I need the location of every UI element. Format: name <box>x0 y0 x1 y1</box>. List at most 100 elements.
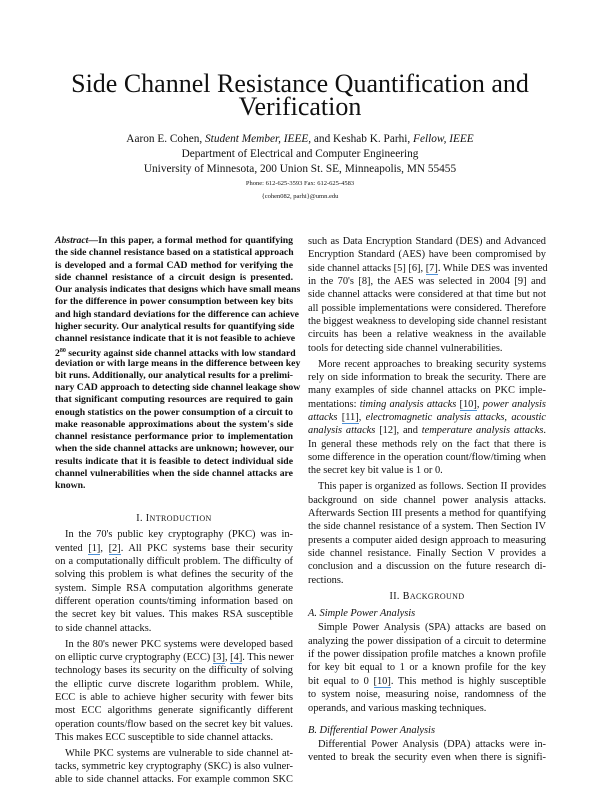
text-line: Our analysis indicates that designs whic… <box>55 284 301 295</box>
text-segment: , <box>476 398 483 410</box>
text-segment: . All PKC systems base their security <box>120 542 294 554</box>
department: Department of Electrical and Computer En… <box>181 148 419 160</box>
text-line: In the 80's newer PKC systems were devel… <box>65 638 293 650</box>
text-line: tools for detecting side channel vulnera… <box>308 342 503 354</box>
text-line: the side channel resistance of a system.… <box>308 521 546 533</box>
italic-text: power analysis <box>482 398 546 410</box>
citation-link[interactable]: [4] <box>230 651 243 664</box>
text-segment: , <box>224 651 231 663</box>
text-segment: —In this paper, a formal method for quan… <box>88 235 293 246</box>
text-line: is developed and a formal CAD method for… <box>55 259 293 271</box>
text-line: Abstract—In this paper, a formal method … <box>55 235 293 247</box>
text-line: side channel attacks [5] [6], [7]. While… <box>308 262 548 275</box>
citation-link[interactable]: [11] <box>341 411 359 424</box>
paragraph: such as Data Encryption Standard (DES) a… <box>308 235 548 355</box>
text-line: nary CAD approach to detecting side chan… <box>55 382 301 393</box>
text-segment: on elliptic curve cryptography (ECC) <box>55 651 213 663</box>
citation-link[interactable]: [1] <box>88 542 101 555</box>
citation-link[interactable]: [10] <box>373 675 391 688</box>
italic-text: attacks <box>308 411 338 423</box>
text-line: While PKC systems are vulnerable to side… <box>65 747 293 759</box>
text-line: channel resistance indicate that it is n… <box>55 333 296 344</box>
author-line: Aaron E. Cohen, Student Member, IEEE, an… <box>0 133 600 145</box>
text-line: the side channel resistance based on a s… <box>55 247 294 259</box>
text-line: analyzing the power dissipation of a cir… <box>308 635 546 647</box>
text-segment: , <box>358 411 366 423</box>
text-line: More recent approaches to breaking secur… <box>318 358 546 370</box>
text-line: vented [1], [2]. All PKC systems base th… <box>55 542 293 555</box>
text-line: Simple Power Analysis (SPA) attacks are … <box>318 622 546 634</box>
author-role: Student Member, IEEE, <box>205 133 312 145</box>
text-line: rections. <box>308 574 344 586</box>
citation-link[interactable]: [10] <box>459 398 477 411</box>
citation-link[interactable]: [2] <box>108 542 121 555</box>
text-line: This paper is organized as follows. Sect… <box>318 481 546 493</box>
paragraph: While PKC systems are vulnerable to side… <box>55 747 293 787</box>
text-line: background on side channel power analysi… <box>308 494 546 506</box>
text-line: attacks [11], electromagnetic analysis a… <box>308 411 546 424</box>
text-line: presents a computer aided design approac… <box>308 534 546 546</box>
paragraph: Differential Power Analysis (DPA) attack… <box>308 738 546 765</box>
text-line: Afterwards Section III presents a method… <box>308 507 546 519</box>
paper-title: Side Channel Resistance Quantification a… <box>0 71 600 120</box>
text-line: the secret key bit values. This makes RS… <box>55 609 293 621</box>
section-title-initial: I <box>145 513 150 525</box>
text-segment: , <box>100 542 109 554</box>
text-line: many examples of side channel attacks on… <box>308 385 546 397</box>
subsection-heading: A. Simple Power Analysis <box>308 608 416 620</box>
text-line: such as Data Encryption Standard (DES) a… <box>308 236 546 247</box>
right-column: such as Data Encryption Standard (DES) a… <box>308 235 548 767</box>
text-line: most ECC algorithms generate significant… <box>55 705 293 717</box>
text-segment: , <box>504 411 512 423</box>
text-line: channel vulnerabilities when the side ch… <box>55 467 293 479</box>
text-line: mentations: timing analysis attacks [10]… <box>308 398 546 411</box>
text-line: if the power dissipation profile matches… <box>308 649 546 661</box>
text-line: known. <box>55 480 86 491</box>
text-line: analysis attacks [12], and temperature a… <box>308 424 546 437</box>
author-name: Aaron E. Cohen, <box>126 133 206 145</box>
text-segment: . While DES was invented <box>437 262 548 274</box>
text-line: Differential Power Analysis (DPA) attack… <box>318 738 546 750</box>
text-line: when the side channel attacks are unknow… <box>55 443 294 455</box>
text-line: the elliptic curve discrete logarithm pr… <box>55 678 293 690</box>
text-line: This makes ECC susceptible to side chann… <box>55 731 274 743</box>
text-line: for the difference in power consumption … <box>55 296 293 308</box>
text-segment: [12], and <box>375 425 422 437</box>
text-segment: bit equal to 0 <box>308 675 374 687</box>
text-line: some difference in the operation count/f… <box>308 452 546 463</box>
text-line: deviation or with large means in the dif… <box>55 357 301 369</box>
paragraph: In the 70's public key cryptography (PKC… <box>55 528 293 635</box>
author-name: and Keshab K. Parhi, <box>311 133 414 145</box>
section-number: II. <box>389 591 403 603</box>
text-line: to side channel attacks. <box>55 622 152 634</box>
text-line: Encryption Standard (AES) have been comp… <box>308 249 546 261</box>
section-title-rest: ACKGROUND <box>409 592 465 602</box>
text-segment: . This method is highly susceptible <box>390 675 546 687</box>
italic-text: analysis attacks <box>308 425 376 437</box>
text-line: side channel resistance of a circuit des… <box>55 271 293 283</box>
italic-text: timing analysis attacks <box>359 398 457 410</box>
text-line: 280 security against side channel attack… <box>55 345 296 360</box>
text-line: In general these methods rely on the fac… <box>308 438 546 450</box>
subsection-heading: B. Differential Power Analysis <box>308 724 435 736</box>
text-line: for key bit equal to 1 or a known profil… <box>308 662 546 674</box>
text-line: on a computationally difficult problem. … <box>55 555 293 567</box>
phone-fax: Phone: 612-625-3593 Fax: 612-625-4583 <box>245 180 355 187</box>
text-line: results indicate that it is feasible to … <box>55 455 293 467</box>
text-line: solving this problem is what defines the… <box>55 569 293 581</box>
superscript: 80 <box>59 348 66 355</box>
left-column: Abstract—In this paper, a formal method … <box>55 235 301 789</box>
text-segment: 2 <box>55 348 60 360</box>
citation-link[interactable]: [3] <box>212 651 225 664</box>
author-role: Fellow, IEEE <box>413 133 474 145</box>
section-number: I. <box>136 513 146 525</box>
text-segment: mentations: <box>308 398 360 410</box>
citation-link[interactable]: [7] <box>425 262 438 275</box>
text-segment: side channel attacks [5] [6], <box>308 262 426 274</box>
italic-text: electromagnetic analysis attacks <box>365 411 505 423</box>
text-line: vented to break the security even when t… <box>308 752 546 764</box>
text-line: the biggest weakness to developing side … <box>308 316 547 328</box>
email: {cohen082, parhi}@umn.edu <box>261 193 339 200</box>
text-line: circuits has been a relative weakness in… <box>308 329 546 341</box>
text-line: side channel attacks were considered at … <box>308 289 546 301</box>
